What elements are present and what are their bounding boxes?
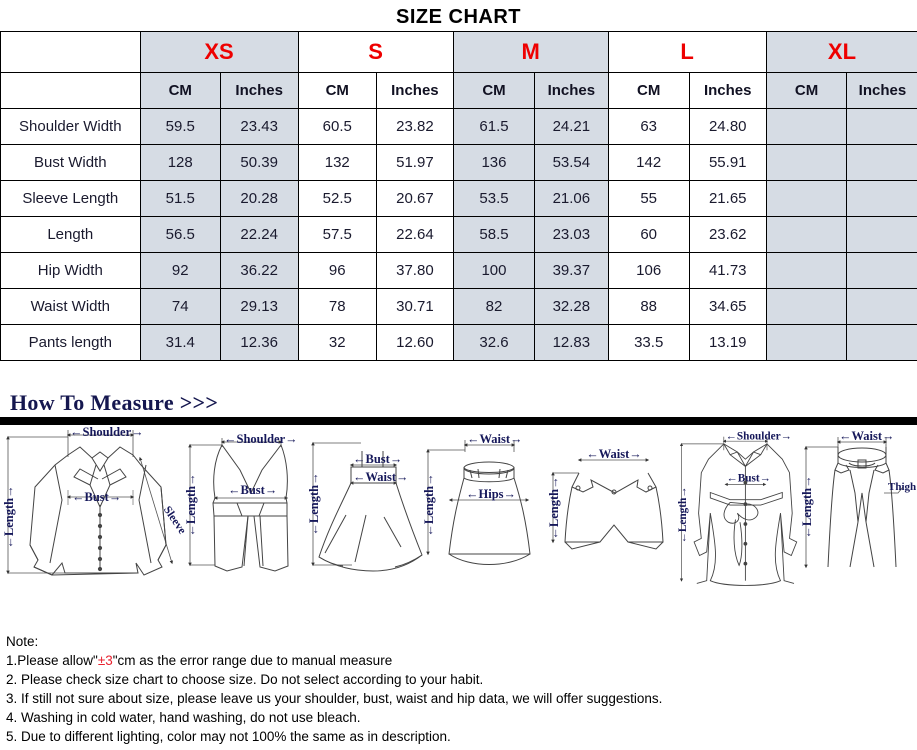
svg-text:←Length→: ←Length→ bbox=[422, 473, 436, 536]
svg-text:←Length→: ←Length→ bbox=[547, 476, 561, 539]
svg-text:Thigh: Thigh bbox=[888, 481, 916, 493]
svg-text:←Shoulder→: ←Shoulder→ bbox=[726, 430, 792, 442]
svg-text:←Bust→: ←Bust→ bbox=[353, 452, 402, 466]
svg-text:←Waist→: ←Waist→ bbox=[839, 429, 895, 443]
svg-text:←Shoulder→: ←Shoulder→ bbox=[70, 425, 144, 439]
svg-text:←Waist→: ←Waist→ bbox=[586, 447, 642, 461]
svg-text:←Length→: ←Length→ bbox=[677, 487, 689, 544]
svg-text:←Bust→: ←Bust→ bbox=[727, 473, 771, 485]
svg-text:←Bust→: ←Bust→ bbox=[228, 483, 277, 497]
svg-text:←Hips→: ←Hips→ bbox=[466, 487, 516, 501]
svg-text:←Shoulder→: ←Shoulder→ bbox=[224, 432, 298, 446]
svg-text:←Length→: ←Length→ bbox=[307, 472, 321, 535]
svg-text:←Waist→: ←Waist→ bbox=[353, 470, 409, 484]
svg-text:←Length→: ←Length→ bbox=[184, 473, 198, 536]
svg-text:←Waist→: ←Waist→ bbox=[467, 432, 523, 446]
svg-text:←Length→: ←Length→ bbox=[2, 485, 16, 548]
svg-text:←Length→: ←Length→ bbox=[800, 475, 814, 538]
svg-text:←Bust→: ←Bust→ bbox=[72, 490, 121, 504]
